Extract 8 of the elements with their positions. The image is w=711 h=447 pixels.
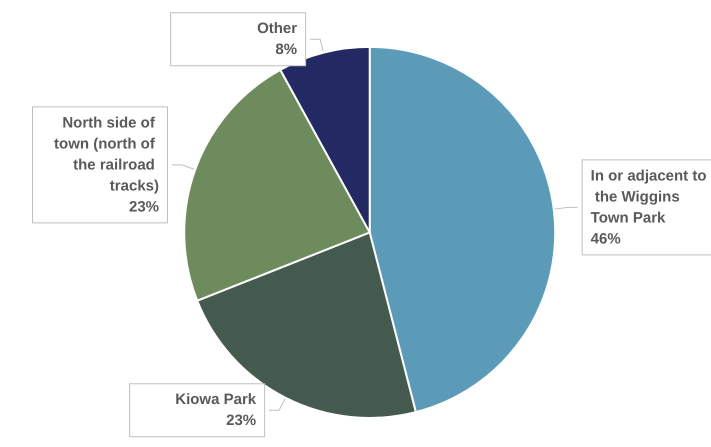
data-label: 23% xyxy=(128,198,160,216)
slice-label: In or adjacent to the Wiggins Town Park xyxy=(590,167,707,226)
data-label: 46% xyxy=(590,230,621,248)
slice-label: North side of town (north of the railroad tracks) xyxy=(54,114,160,194)
slice-label: Kiowa Park xyxy=(175,391,257,408)
data-label: 8% xyxy=(275,41,298,58)
data-label: 23% xyxy=(226,412,256,430)
slice-label: Other xyxy=(257,20,298,38)
